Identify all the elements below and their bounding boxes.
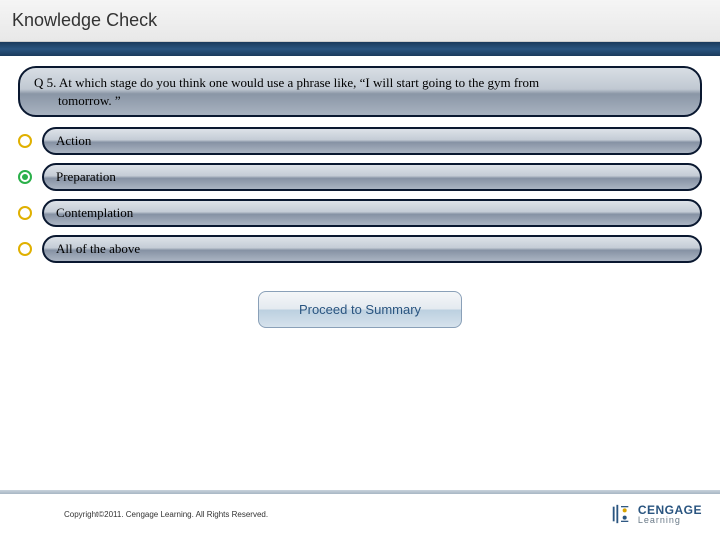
brand-logo: CENGAGE Learning — [610, 503, 702, 525]
option-label: Action — [56, 133, 91, 148]
option-row: Action — [18, 127, 702, 155]
option-row: Contemplation — [18, 199, 702, 227]
radio-option-2[interactable] — [18, 206, 32, 220]
content-area: Q 5. At which stage do you think one wou… — [0, 56, 720, 328]
logo-mark-icon — [610, 503, 632, 525]
footer: Copyright©2011. Cengage Learning. All Ri… — [0, 494, 720, 540]
proceed-button[interactable]: Proceed to Summary — [258, 291, 462, 328]
copyright-text: Copyright©2011. Cengage Learning. All Ri… — [64, 510, 268, 519]
proceed-label: Proceed to Summary — [299, 302, 421, 317]
option-row: All of the above — [18, 235, 702, 263]
option-label: All of the above — [56, 241, 140, 256]
question-line-1: Q 5. At which stage do you think one wou… — [34, 74, 686, 92]
question-line-2: tomorrow. ” — [34, 92, 686, 110]
logo-text: CENGAGE Learning — [638, 504, 702, 525]
page-header: Knowledge Check — [0, 0, 720, 42]
option-pill[interactable]: All of the above — [42, 235, 702, 263]
header-divider — [0, 42, 720, 56]
proceed-wrap: Proceed to Summary — [18, 291, 702, 328]
option-label: Contemplation — [56, 205, 133, 220]
radio-option-0[interactable] — [18, 134, 32, 148]
page-title: Knowledge Check — [12, 10, 157, 31]
option-pill[interactable]: Contemplation — [42, 199, 702, 227]
option-pill[interactable]: Preparation — [42, 163, 702, 191]
option-label: Preparation — [56, 169, 116, 184]
logo-brand: CENGAGE — [638, 504, 702, 516]
radio-option-3[interactable] — [18, 242, 32, 256]
option-row: Preparation — [18, 163, 702, 191]
logo-sub: Learning — [638, 516, 702, 525]
question-box: Q 5. At which stage do you think one wou… — [18, 66, 702, 117]
radio-option-1[interactable] — [18, 170, 32, 184]
option-pill[interactable]: Action — [42, 127, 702, 155]
